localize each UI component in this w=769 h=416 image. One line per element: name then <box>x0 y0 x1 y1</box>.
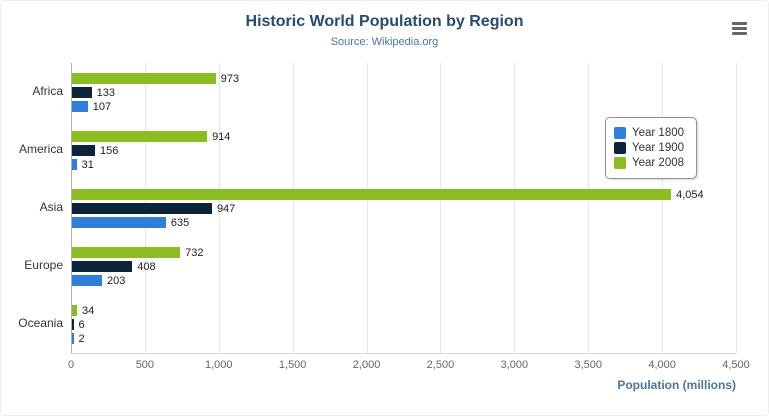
legend: Year 1800 Year 1900 Year 2008 <box>605 117 698 179</box>
bar-oceania-year-2008[interactable] <box>72 304 78 316</box>
chart-subtitle: Source: Wikipedia.org <box>330 36 439 48</box>
gridline <box>440 63 442 353</box>
gridline <box>736 63 737 353</box>
bar-value-label: 973 <box>220 72 240 85</box>
x-tick-label: 3,500 <box>574 359 602 371</box>
bar-value-label: 408 <box>137 260 156 273</box>
bar-value-label: 31 <box>81 158 94 171</box>
gridline <box>588 63 590 353</box>
bar-value-label: 635 <box>170 216 190 229</box>
bar-value-label: 4,054 <box>676 188 704 201</box>
gridline <box>662 63 664 353</box>
x-tick-label: 1,000 <box>205 359 233 371</box>
hamburger-menu-icon[interactable] <box>732 22 748 37</box>
legend-label: Year 2008 <box>632 157 685 169</box>
x-tick-label: 4,500 <box>722 359 750 371</box>
bar-africa-year-1800[interactable] <box>72 100 88 112</box>
legend-item-year-1900[interactable]: Year 1900 <box>614 142 684 154</box>
category-label: Asia <box>39 200 63 214</box>
bar-europe-year-1900[interactable] <box>72 260 133 272</box>
legend-swatch-icon <box>614 127 626 139</box>
hamburger-line <box>732 22 747 25</box>
bar-asia-year-1800[interactable] <box>72 216 166 228</box>
bar-value-label: 133 <box>96 86 115 99</box>
bar-america-year-1900[interactable] <box>72 144 96 156</box>
x-tick-label: 0 <box>67 359 75 371</box>
bar-value-label: 914 <box>212 130 231 143</box>
bar-oceania-year-1800[interactable] <box>72 332 74 344</box>
bar-oceania-year-1900[interactable] <box>72 318 74 330</box>
category-label: America <box>18 142 63 156</box>
category-label: Oceania <box>18 316 63 330</box>
gridline <box>292 63 294 353</box>
bar-asia-year-1900[interactable] <box>72 202 212 214</box>
bar-value-label: 6 <box>78 318 85 331</box>
bar-asia-year-2008[interactable] <box>72 188 672 200</box>
legend-label: Year 1800 <box>632 127 685 139</box>
legend-swatch-icon <box>614 157 626 169</box>
bar-europe-year-2008[interactable] <box>72 246 181 258</box>
x-tick-label: 2,500 <box>426 359 455 371</box>
gridline <box>218 63 220 353</box>
bar-value-label: 156 <box>100 144 119 157</box>
hamburger-line <box>732 27 747 30</box>
category-label: Africa <box>32 84 63 98</box>
legend-item-year-1800[interactable]: Year 1800 <box>614 127 684 139</box>
legend-swatch-icon <box>614 142 626 154</box>
x-axis-title: Population (millions) <box>617 378 736 392</box>
bar-africa-year-1900[interactable] <box>72 86 92 98</box>
x-tick-label: 1,500 <box>278 359 307 371</box>
gridline <box>514 63 516 353</box>
x-axis-line <box>71 353 736 354</box>
gridline <box>366 63 368 353</box>
category-label: Europe <box>24 258 63 272</box>
hamburger-line <box>732 32 747 35</box>
bar-value-label: 107 <box>92 100 112 113</box>
bar-europe-year-1800[interactable] <box>72 274 102 286</box>
legend-item-year-2008[interactable]: Year 2008 <box>614 157 684 169</box>
bar-value-label: 732 <box>185 246 204 259</box>
bar-value-label: 947 <box>216 202 236 215</box>
bar-america-year-1800[interactable] <box>72 158 77 170</box>
x-tick-label: 3,000 <box>500 359 529 371</box>
chart-title: Historic World Population by Region <box>245 13 524 30</box>
x-tick-label: 2,000 <box>352 359 381 371</box>
bar-value-label: 34 <box>82 304 95 317</box>
bar-value-label: 2 <box>78 332 85 345</box>
legend-label: Year 1900 <box>632 142 685 154</box>
bar-america-year-2008[interactable] <box>72 130 208 142</box>
x-tick-label: 4,000 <box>648 359 676 371</box>
bar-value-label: 203 <box>106 274 126 287</box>
bar-africa-year-2008[interactable] <box>72 72 216 84</box>
y-axis-line <box>71 63 72 353</box>
x-tick-label: 500 <box>135 359 155 371</box>
